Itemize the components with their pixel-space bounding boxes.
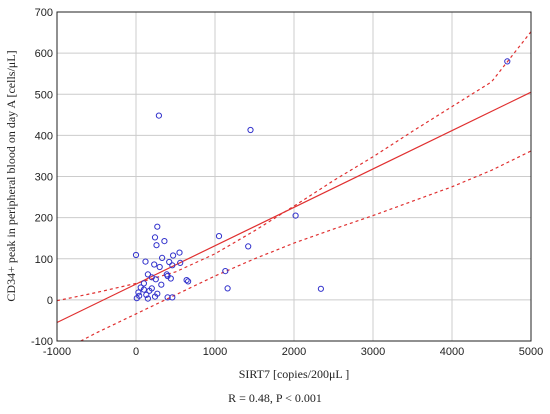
x-tick-labels: -1000 0 1000 2000 3000 4000 5000 xyxy=(43,346,543,358)
data-point xyxy=(153,242,160,249)
data-point xyxy=(155,112,162,119)
data-point xyxy=(158,281,165,288)
y-tick-label: -100 xyxy=(31,336,53,348)
data-point xyxy=(317,285,324,292)
data-point xyxy=(247,126,254,134)
data-point xyxy=(159,254,166,261)
data-point xyxy=(133,295,140,302)
data-point xyxy=(504,58,511,65)
data-point xyxy=(176,249,183,256)
data-point xyxy=(222,268,229,275)
data-point xyxy=(156,263,163,271)
y-tick-label: 200 xyxy=(35,213,53,225)
data-point xyxy=(169,262,176,269)
grid xyxy=(57,12,531,341)
x-tick-label: 2000 xyxy=(282,346,306,358)
correlation-annotation: R = 0.48, P < 0.001 xyxy=(228,391,322,405)
y-tick-label: 0 xyxy=(47,295,53,307)
regression-line-group xyxy=(57,91,531,324)
data-point xyxy=(142,258,149,265)
y-tick-label: 600 xyxy=(35,48,53,60)
data-point xyxy=(245,243,252,250)
x-tick-label: 0 xyxy=(133,346,139,358)
data-point xyxy=(151,293,159,300)
data-point xyxy=(144,295,151,302)
data-point xyxy=(215,233,223,240)
x-tick-label: -1000 xyxy=(43,346,71,358)
data-point xyxy=(166,258,173,266)
confidence-band-upper xyxy=(57,31,531,302)
x-tick-label: 3000 xyxy=(361,346,385,358)
data-point xyxy=(146,287,153,294)
confidence-band-lower xyxy=(80,150,531,341)
data-point xyxy=(185,278,192,285)
data-point xyxy=(169,294,176,301)
y-tick-labels: -100 0 100 200 300 400 500 600 700 xyxy=(31,7,53,348)
data-point xyxy=(170,252,177,259)
data-points xyxy=(132,58,511,302)
data-point xyxy=(152,276,159,283)
data-point xyxy=(143,291,150,298)
data-point xyxy=(224,285,231,292)
data-point xyxy=(167,275,174,282)
data-point xyxy=(183,277,190,284)
x-tick-label: 4000 xyxy=(440,346,464,358)
y-tick-label: 400 xyxy=(35,130,53,142)
y-tick-label: 700 xyxy=(35,7,53,19)
data-point xyxy=(140,286,147,293)
data-point xyxy=(151,234,159,241)
x-tick-label: 5000 xyxy=(519,346,543,358)
data-point xyxy=(132,251,140,259)
data-point xyxy=(140,280,147,287)
data-point xyxy=(177,259,184,266)
plot-frame xyxy=(56,11,532,342)
confidence-band-lower-group xyxy=(80,150,531,341)
data-point xyxy=(292,212,299,219)
regression-line xyxy=(57,91,531,324)
data-point xyxy=(135,289,142,296)
y-tick-label: 300 xyxy=(35,172,53,184)
x-tick-label: 1000 xyxy=(203,346,227,358)
x-axis-title: SIRT7 [copies/200μL ] xyxy=(239,367,350,381)
y-tick-label: 100 xyxy=(35,254,53,266)
confidence-band-upper-group xyxy=(57,31,531,302)
data-point xyxy=(151,261,158,268)
data-point xyxy=(144,271,151,278)
data-point xyxy=(161,238,168,245)
y-tick-label: 500 xyxy=(35,89,53,101)
data-point xyxy=(154,223,161,230)
y-axis-title: CD34+ peak in peripheral blood on day A … xyxy=(4,50,18,301)
